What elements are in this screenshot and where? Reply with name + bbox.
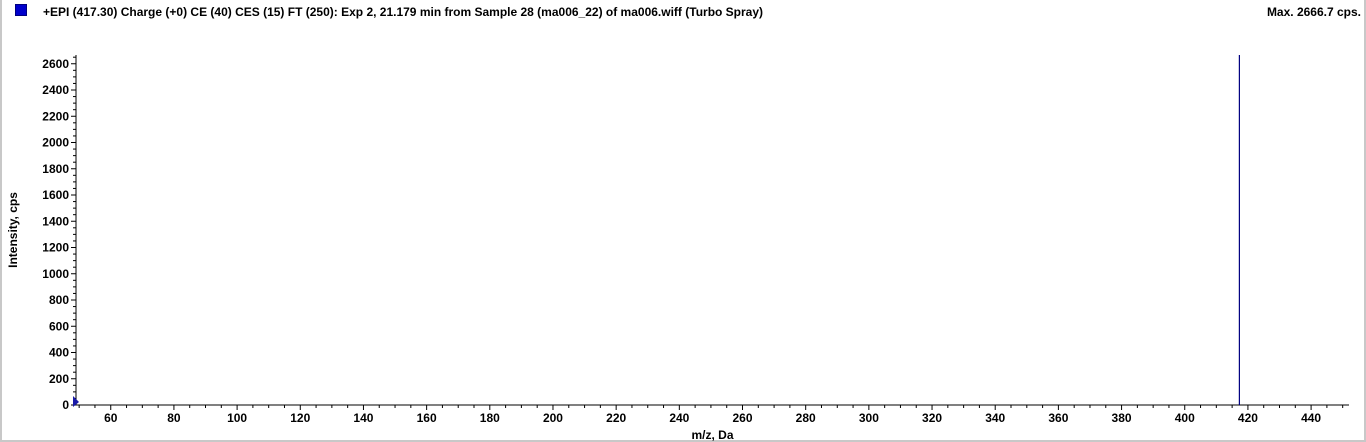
origin-marker-icon[interactable] — [73, 396, 79, 407]
x-tick-label: 140 — [353, 411, 373, 425]
x-tick-label: 220 — [606, 411, 626, 425]
x-tick-label: 400 — [1175, 411, 1195, 425]
x-tick-label: 160 — [417, 411, 437, 425]
y-tick-label: 2400 — [42, 83, 69, 97]
chart-title: +EPI (417.30) Charge (+0) CE (40) CES (1… — [43, 5, 764, 19]
y-axis-label: Intensity, cps — [6, 192, 20, 268]
y-tick-label: 400 — [49, 346, 69, 360]
y-tick-label: 2600 — [42, 57, 69, 71]
x-tick-label: 280 — [796, 411, 816, 425]
x-tick-label: 200 — [543, 411, 563, 425]
y-tick-label: 1200 — [42, 241, 69, 255]
x-tick-label: 440 — [1301, 411, 1321, 425]
x-tick-label: 320 — [922, 411, 942, 425]
y-tick-label: 2200 — [42, 109, 69, 123]
x-tick-label: 180 — [480, 411, 500, 425]
x-tick-label: 300 — [859, 411, 879, 425]
y-tick-label: 1800 — [42, 162, 69, 176]
y-tick-label: 200 — [49, 372, 69, 386]
x-tick-label: 120 — [290, 411, 310, 425]
legend-swatch-icon[interactable] — [15, 4, 27, 16]
x-tick-label: 240 — [669, 411, 689, 425]
x-axis-label: m/z, Da — [691, 428, 733, 442]
axes — [75, 55, 1349, 406]
x-tick-label: 100 — [227, 411, 247, 425]
y-tick-label: 1000 — [42, 267, 69, 281]
y-tick-label: 1600 — [42, 188, 69, 202]
y-tick-label: 0 — [62, 398, 69, 412]
ticks: 60 80 100 120 140 160 180 200 220 240 260 280 300 320… — [42, 56, 1344, 425]
max-intensity-label: Max. 2666.7 cps. — [1266, 5, 1361, 19]
x-tick-label: 360 — [1048, 411, 1068, 425]
y-tick-label: 600 — [49, 319, 69, 333]
x-tick-label: 80 — [167, 411, 181, 425]
x-tick-label: 420 — [1238, 411, 1258, 425]
y-tick-label: 1400 — [42, 214, 69, 228]
x-tick-label: 60 — [104, 411, 118, 425]
y-tick-label: 800 — [49, 293, 69, 307]
y-tick-label: 2000 — [42, 136, 69, 150]
x-tick-label: 380 — [1112, 411, 1132, 425]
x-tick-label: 340 — [985, 411, 1005, 425]
x-tick-label: 260 — [732, 411, 752, 425]
